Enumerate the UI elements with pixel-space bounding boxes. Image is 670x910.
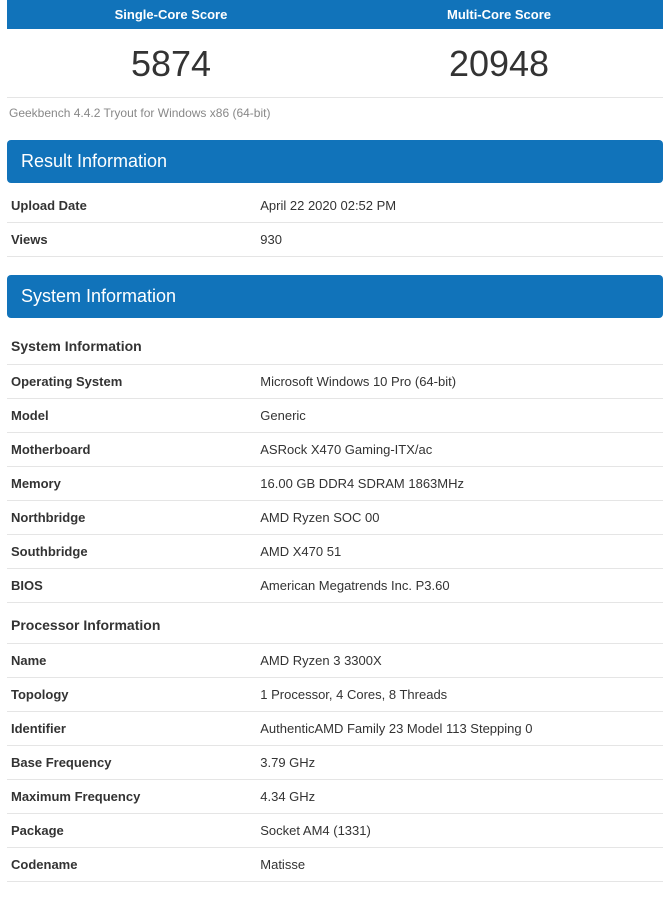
processor-info-value: 3.79 GHz: [256, 746, 663, 780]
system-info-row: BIOSAmerican Megatrends Inc. P3.60: [7, 569, 663, 603]
scores-row: Single-Core Score 5874 Multi-Core Score …: [7, 0, 663, 98]
footnote: Geekbench 4.4.2 Tryout for Windows x86 (…: [7, 98, 663, 140]
system-info-subhead: System Information: [7, 324, 663, 365]
processor-info-label: Name: [7, 644, 256, 678]
processor-info-label: Codename: [7, 848, 256, 882]
system-info-subhead-row: System Information: [7, 324, 663, 365]
processor-info-label: Identifier: [7, 712, 256, 746]
processor-info-row: Maximum Frequency4.34 GHz: [7, 780, 663, 814]
processor-info-value: AMD Ryzen 3 3300X: [256, 644, 663, 678]
single-core-col: Single-Core Score 5874: [7, 0, 335, 98]
system-info-value: American Megatrends Inc. P3.60: [256, 569, 663, 603]
result-info-value: 930: [256, 223, 663, 257]
processor-info-row: IdentifierAuthenticAMD Family 23 Model 1…: [7, 712, 663, 746]
processor-info-row: PackageSocket AM4 (1331): [7, 814, 663, 848]
result-info-row: Views930: [7, 223, 663, 257]
system-info-row: SouthbridgeAMD X470 51: [7, 535, 663, 569]
system-info-label: Model: [7, 399, 256, 433]
system-info-row: MotherboardASRock X470 Gaming-ITX/ac: [7, 433, 663, 467]
result-info-value: April 22 2020 02:52 PM: [256, 189, 663, 223]
result-info-header: Result Information: [7, 140, 663, 183]
processor-info-value: AuthenticAMD Family 23 Model 113 Steppin…: [256, 712, 663, 746]
system-info-label: Motherboard: [7, 433, 256, 467]
system-info-row: NorthbridgeAMD Ryzen SOC 00: [7, 501, 663, 535]
processor-info-row: Topology1 Processor, 4 Cores, 8 Threads: [7, 678, 663, 712]
processor-info-value: 1 Processor, 4 Cores, 8 Threads: [256, 678, 663, 712]
page-container: Single-Core Score 5874 Multi-Core Score …: [0, 0, 670, 910]
system-info-row: ModelGeneric: [7, 399, 663, 433]
multi-core-label: Multi-Core Score: [335, 0, 663, 29]
processor-info-row: Base Frequency3.79 GHz: [7, 746, 663, 780]
processor-info-label: Base Frequency: [7, 746, 256, 780]
processor-info-value: Socket AM4 (1331): [256, 814, 663, 848]
single-core-value: 5874: [7, 29, 335, 98]
result-info-label: Upload Date: [7, 189, 256, 223]
system-info-value: Generic: [256, 399, 663, 433]
multi-core-col: Multi-Core Score 20948: [335, 0, 663, 98]
system-info-row: Memory16.00 GB DDR4 SDRAM 1863MHz: [7, 467, 663, 501]
processor-info-label: Maximum Frequency: [7, 780, 256, 814]
system-info-label: Memory: [7, 467, 256, 501]
multi-core-value: 20948: [335, 29, 663, 98]
processor-info-label: Package: [7, 814, 256, 848]
system-info-value: Microsoft Windows 10 Pro (64-bit): [256, 365, 663, 399]
system-info-row: Operating SystemMicrosoft Windows 10 Pro…: [7, 365, 663, 399]
system-info-label: Southbridge: [7, 535, 256, 569]
system-info-table: System Information Operating SystemMicro…: [7, 324, 663, 882]
processor-info-label: Topology: [7, 678, 256, 712]
system-info-value: ASRock X470 Gaming-ITX/ac: [256, 433, 663, 467]
result-info-row: Upload DateApril 22 2020 02:52 PM: [7, 189, 663, 223]
processor-info-subhead-row: Processor Information: [7, 603, 663, 644]
processor-info-value: 4.34 GHz: [256, 780, 663, 814]
single-core-label: Single-Core Score: [7, 0, 335, 29]
system-info-header: System Information: [7, 275, 663, 318]
system-info-label: BIOS: [7, 569, 256, 603]
processor-info-value: Matisse: [256, 848, 663, 882]
result-info-table: Upload DateApril 22 2020 02:52 PMViews93…: [7, 189, 663, 257]
result-info-label: Views: [7, 223, 256, 257]
processor-info-row: CodenameMatisse: [7, 848, 663, 882]
processor-info-subhead: Processor Information: [7, 603, 663, 644]
system-info-value: 16.00 GB DDR4 SDRAM 1863MHz: [256, 467, 663, 501]
system-info-label: Operating System: [7, 365, 256, 399]
processor-info-row: NameAMD Ryzen 3 3300X: [7, 644, 663, 678]
system-info-value: AMD X470 51: [256, 535, 663, 569]
system-info-label: Northbridge: [7, 501, 256, 535]
system-info-value: AMD Ryzen SOC 00: [256, 501, 663, 535]
